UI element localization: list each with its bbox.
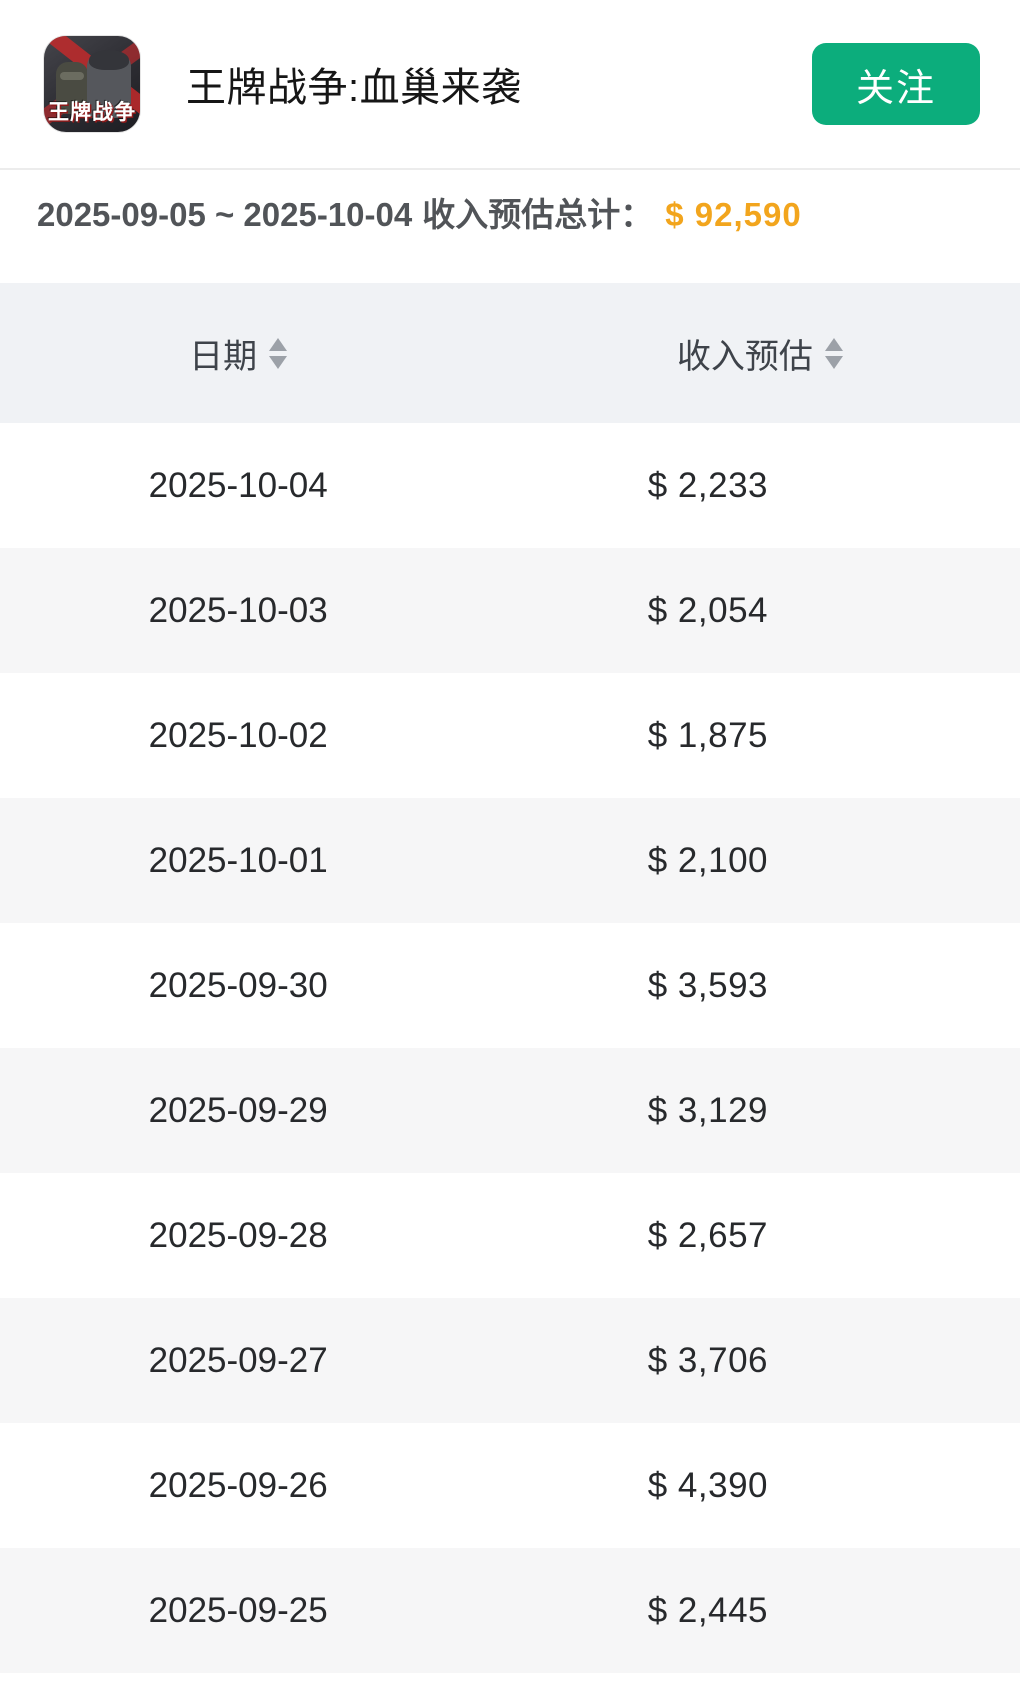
follow-button[interactable]: 关注 (812, 43, 980, 125)
summary-bar: 2025-09-05 ~ 2025-10-04 收入预估总计： $ 92,590 (0, 170, 1020, 283)
date-cell: 2025-10-02 (148, 715, 328, 755)
summary-label: 收入预估总计： (422, 196, 654, 233)
date-cell: 2025-09-26 (148, 1465, 328, 1505)
sort-up-icon (269, 337, 288, 351)
revenue-table: 日期 收入预估 2025-10-04 (0, 283, 1020, 1673)
table-header: 日期 收入预估 (0, 283, 1020, 423)
table-row: 2025-09-27 $ 3,706 (0, 1298, 1020, 1423)
date-cell: 2025-09-29 (148, 1090, 328, 1130)
revenue-cell: $ 2,054 (647, 590, 768, 630)
table-row: 2025-10-02 $ 1,875 (0, 673, 1020, 798)
sort-icon (269, 337, 288, 369)
table-row: 2025-09-28 $ 2,657 (0, 1173, 1020, 1298)
revenue-cell: $ 1,875 (647, 715, 768, 755)
table-row: 2025-09-25 $ 2,445 (0, 1548, 1020, 1673)
app-header: 王牌战争 王牌战争:血巢来袭 关注 (0, 0, 1020, 170)
table-row: 2025-09-26 $ 4,390 (0, 1423, 1020, 1548)
summary-total-value: $ 92,590 (665, 196, 802, 233)
summary-date-range: 2025-09-05 ~ 2025-10-04 (37, 196, 413, 233)
table-row: 2025-10-03 $ 2,054 (0, 548, 1020, 673)
icon-soldier-left (56, 62, 88, 114)
revenue-cell: $ 3,706 (647, 1340, 768, 1380)
sort-up-icon (824, 337, 843, 351)
table-row: 2025-10-01 $ 2,100 (0, 798, 1020, 923)
table-row: 2025-10-04 $ 2,233 (0, 423, 1020, 548)
sort-down-icon (269, 355, 288, 369)
table-body: 2025-10-04 $ 2,233 2025-10-03 $ 2,054 20… (0, 423, 1020, 1673)
app-icon-label: 王牌战争 (48, 101, 136, 124)
date-cell: 2025-10-01 (148, 840, 328, 880)
sort-down-icon (824, 355, 843, 369)
revenue-cell: $ 2,657 (647, 1215, 768, 1255)
date-cell: 2025-10-03 (148, 590, 328, 630)
icon-soldier-right (87, 50, 131, 118)
revenue-cell: $ 3,129 (647, 1090, 768, 1130)
revenue-cell: $ 4,390 (647, 1465, 768, 1505)
column-label-date: 日期 (189, 337, 258, 376)
app-icon: 王牌战争 (44, 36, 140, 132)
page-title: 王牌战争:血巢来袭 (186, 66, 522, 110)
column-label-revenue: 收入预估 (676, 337, 813, 376)
revenue-cell: $ 2,445 (647, 1590, 768, 1630)
revenue-cell: $ 2,233 (647, 465, 768, 505)
date-cell: 2025-09-25 (148, 1590, 328, 1630)
date-cell: 2025-10-04 (148, 465, 328, 505)
table-row: 2025-09-30 $ 3,593 (0, 923, 1020, 1048)
sort-icon (824, 337, 843, 369)
date-cell: 2025-09-27 (148, 1340, 328, 1380)
date-cell: 2025-09-30 (148, 965, 328, 1005)
table-row: 2025-09-29 $ 3,129 (0, 1048, 1020, 1173)
column-header-revenue[interactable]: 收入预估 (476, 329, 939, 378)
date-cell: 2025-09-28 (148, 1215, 328, 1255)
revenue-cell: $ 2,100 (647, 840, 768, 880)
revenue-cell: $ 3,593 (647, 965, 768, 1005)
column-header-date[interactable]: 日期 (0, 329, 476, 378)
